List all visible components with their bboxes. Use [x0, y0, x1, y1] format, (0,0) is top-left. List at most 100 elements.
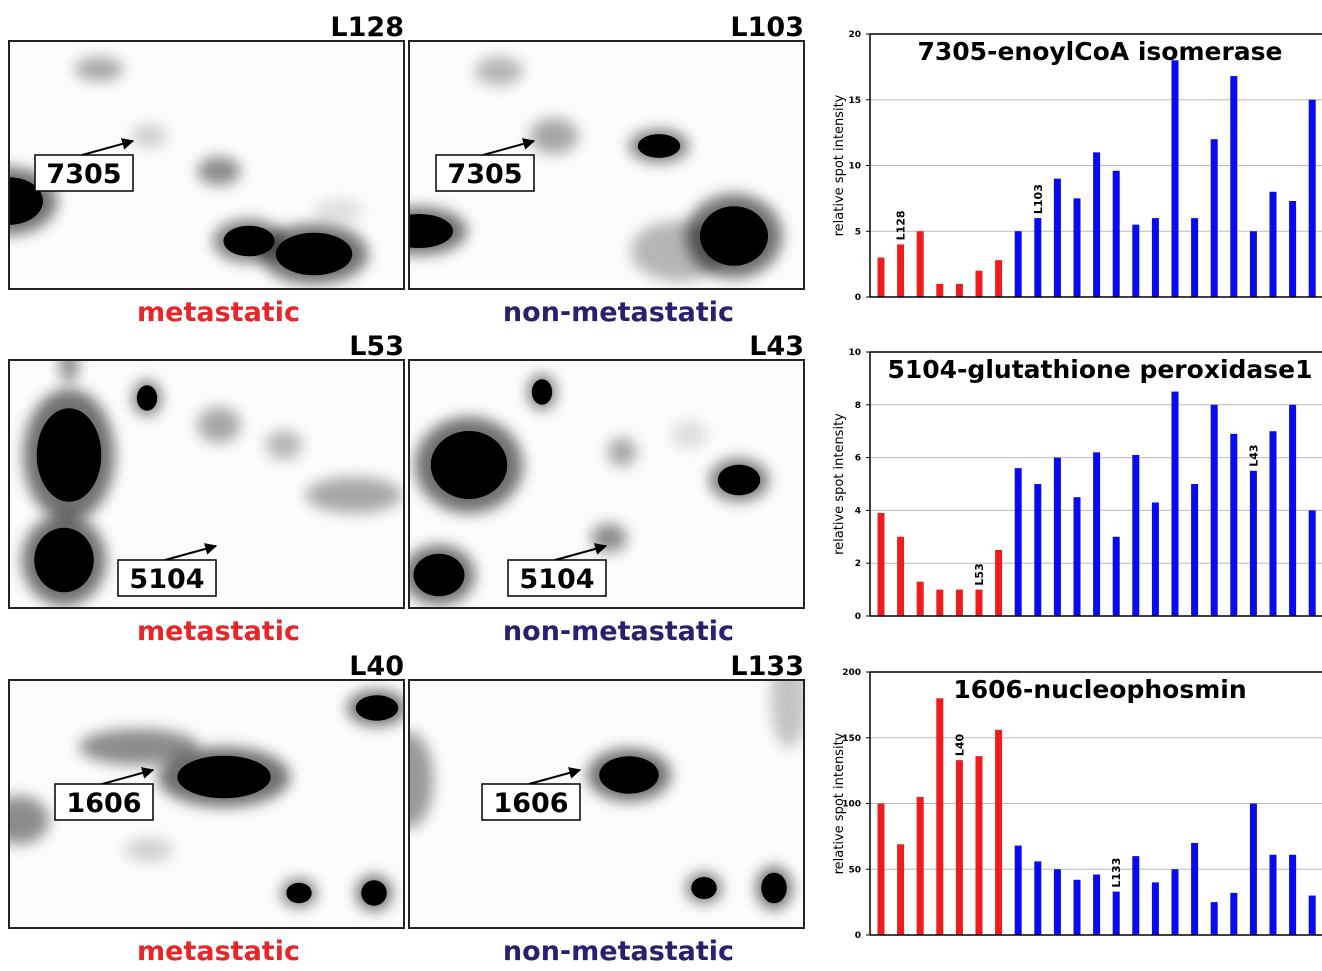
- gel-spot-blur: [315, 199, 363, 223]
- gel-spot-blur: [266, 430, 302, 460]
- bar: [955, 760, 963, 935]
- gel-spot-blur: [607, 437, 637, 467]
- bar: [877, 803, 885, 935]
- gel-frame: [408, 359, 805, 609]
- bar: [877, 513, 885, 616]
- bar: [936, 698, 944, 935]
- bar: [1073, 198, 1081, 297]
- gel-spots: [22, 360, 402, 606]
- y-tick-label: 0: [855, 293, 861, 303]
- bar: [995, 729, 1003, 935]
- gel-spot-core: [409, 214, 453, 248]
- gel-spot-core: [531, 379, 553, 405]
- spot-arrow: [482, 138, 536, 156]
- gel-frame: [8, 679, 405, 929]
- gel-spot-blur: [79, 729, 199, 765]
- spot-box: [481, 783, 581, 821]
- bar: [1289, 201, 1297, 297]
- bar: [1151, 502, 1159, 616]
- gel-spots: [409, 680, 804, 910]
- bar: [1308, 895, 1316, 935]
- bar: [1269, 431, 1277, 616]
- spot-label: 1606: [66, 788, 141, 819]
- bar: [1093, 452, 1101, 616]
- bar-annotation: L40: [953, 733, 966, 756]
- group-label: non-metastatic: [503, 616, 734, 647]
- y-tick-label: 6: [855, 454, 861, 464]
- bar-annotation: L43: [1247, 444, 1260, 466]
- chart-title: 5104-glutathione peroxidase1: [887, 355, 1312, 384]
- y-axis-label: relative spot intensity: [832, 732, 847, 874]
- bar: [1171, 391, 1179, 616]
- gel-spot-blur: [409, 732, 433, 828]
- bar: [1132, 224, 1140, 297]
- gel-spot-blur: [631, 221, 727, 281]
- bar: [1308, 99, 1316, 297]
- bar-annotation: L103: [1032, 184, 1045, 214]
- bar: [1210, 404, 1218, 616]
- group-label: metastatic: [137, 616, 300, 647]
- bar: [1191, 218, 1199, 297]
- bar: [1053, 869, 1061, 935]
- gel-panel: 7305: [8, 40, 405, 290]
- y-tick-label: 50: [848, 865, 861, 875]
- bar: [936, 589, 944, 616]
- y-tick-label: 4: [855, 506, 861, 516]
- spot-box: [54, 783, 154, 821]
- sample-label: L40: [349, 651, 404, 682]
- sample-label: L53: [349, 331, 404, 362]
- bar: [1034, 861, 1042, 935]
- bar-annotation: L53: [973, 563, 986, 585]
- sample-label: L43: [749, 331, 804, 362]
- bar: [995, 260, 1003, 297]
- gel-spot-core: [177, 755, 271, 799]
- bar: [877, 257, 885, 297]
- y-tick-label: 10: [848, 162, 861, 172]
- gel-spot-core: [36, 408, 102, 502]
- gel-panel: 5104: [408, 359, 805, 609]
- bar: [1230, 892, 1238, 935]
- gel-spot-core: [691, 876, 717, 900]
- bar-annotation: L128: [895, 210, 908, 240]
- bar: [1034, 218, 1042, 297]
- bar: [897, 244, 905, 297]
- gel-spot-blur: [306, 477, 402, 513]
- bar: [975, 270, 983, 297]
- gel-spot-core: [599, 756, 659, 794]
- y-tick-label: 5: [855, 227, 861, 237]
- gel-panel: 1606: [408, 679, 805, 929]
- bar: [1073, 879, 1081, 935]
- gel-spot-blur: [197, 156, 241, 186]
- gel-spot-blur: [671, 420, 707, 450]
- spot-box: [117, 559, 217, 597]
- group-label: metastatic: [137, 297, 300, 328]
- spot-arrow: [81, 138, 135, 156]
- bar: [1289, 404, 1297, 616]
- bar: [1191, 842, 1199, 935]
- gel-spot-core: [136, 385, 158, 411]
- gel-spot-blur: [771, 680, 804, 748]
- y-tick-label: 20: [848, 30, 861, 40]
- spot-label: 1606: [493, 788, 568, 819]
- spot-label: 7305: [447, 159, 522, 190]
- bar: [1171, 869, 1179, 935]
- gel-frame: [408, 679, 805, 929]
- y-tick-label: 0: [855, 612, 861, 622]
- bar: [1014, 468, 1022, 616]
- gel-spots: [409, 56, 782, 281]
- bar: [1112, 170, 1120, 297]
- bar: [975, 589, 983, 616]
- spot-box: [507, 559, 607, 597]
- bar: [1132, 856, 1140, 935]
- bar: [1151, 218, 1159, 297]
- bar: [1073, 497, 1081, 616]
- gel-spot-core: [413, 553, 465, 597]
- gel-spot-core: [637, 134, 681, 158]
- bar: [1132, 454, 1140, 616]
- bar: [916, 796, 924, 935]
- bar: [955, 589, 963, 616]
- gel-spots: [9, 57, 368, 284]
- spot-arrow: [528, 767, 582, 785]
- bar: [975, 756, 983, 935]
